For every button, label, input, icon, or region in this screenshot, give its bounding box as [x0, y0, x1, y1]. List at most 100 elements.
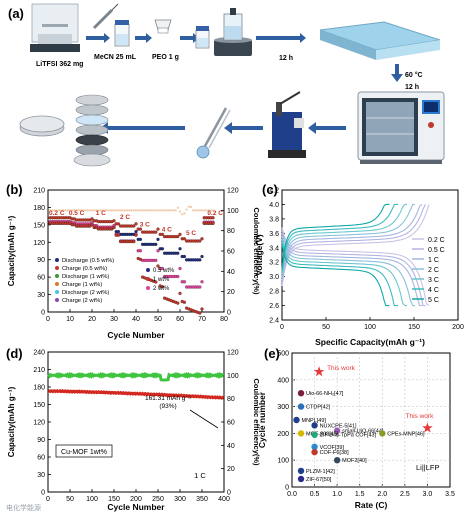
ce-point-b — [117, 209, 120, 212]
y-tick-label-c: 2.4 — [269, 318, 279, 325]
data-e: This work This work Uio-66-NH₂[47] CTDP[42]… — [292, 353, 450, 487]
capacity-point-b — [154, 230, 158, 234]
watermark: 电化学能源 — [6, 503, 41, 512]
box-label-d: Cu-MOF 1wt% — [61, 449, 107, 456]
y2-tick-label-b: 120 — [227, 188, 239, 195]
capacity-point-b — [156, 237, 160, 241]
x-tick-label-b: 20 — [88, 316, 96, 323]
y-tick-label-c: 2.8 — [269, 289, 279, 296]
ce-point-b — [99, 209, 102, 212]
ce-point-b — [119, 209, 122, 212]
ce-point-b — [108, 209, 111, 212]
ce-point-b — [172, 209, 175, 212]
capacity-point-b — [132, 224, 136, 228]
ce-point-b — [176, 206, 179, 209]
panel-label-a: (a) — [8, 6, 24, 21]
star-marker-e — [313, 366, 325, 377]
y-tick-label-d: 90 — [37, 437, 45, 444]
ce-point-b — [145, 209, 149, 212]
ce-point-b — [62, 209, 65, 212]
rate-label-b: 0.2 C — [207, 210, 223, 217]
legend-label-b: Discharge (0.5 wt%) — [62, 258, 114, 264]
ce-point-b — [77, 209, 80, 212]
flow-arrows-row1 — [86, 33, 306, 43]
point-marker-e — [333, 427, 341, 434]
point-label-e: VCOF[39] — [320, 445, 345, 451]
legend-label-b2: 2 wt% — [153, 286, 170, 292]
x-tick-label-e: 0.0 — [287, 491, 297, 498]
vial-icon — [114, 20, 130, 47]
point-label-e: NUXCPE-5[41] — [320, 423, 357, 429]
ce-point-b — [152, 209, 155, 212]
rate-label-b: 3 C — [140, 222, 150, 229]
flow-arrow-down — [391, 64, 403, 82]
time2-label: 12 h — [405, 84, 419, 91]
legend-label-b: Charge (0.5 wt%) — [62, 266, 107, 272]
point-marker-e — [311, 443, 318, 450]
ce-point-b — [128, 209, 131, 212]
x-tick-label-d: 350 — [196, 496, 208, 503]
legend-label-b: Charge (2 wt%) — [62, 298, 102, 304]
litfsi-label: LiTFSI 362 mg — [36, 61, 83, 68]
x-tick-label-c: 50 — [322, 324, 330, 331]
xlabel-b: Cycle Number — [107, 330, 165, 340]
ce-point-b — [95, 209, 98, 212]
ylabel-c: Voltage(V) — [254, 234, 264, 276]
panel-label-c: (c) — [262, 182, 278, 197]
y-tick-label-e: 400 — [277, 377, 289, 384]
capacity-point-b — [182, 280, 186, 284]
ce-point-b — [79, 209, 83, 212]
point-marker-e — [297, 475, 305, 483]
legend-label-b: Discharge (1 wt%) — [62, 274, 109, 280]
x-tick-label-b: 70 — [198, 316, 206, 323]
flow-arrows-row2 — [100, 122, 346, 134]
y-tick-label-c: 2.6 — [269, 303, 279, 310]
axes-e: 0.0 0.5 1.0 1.5 2.0 2.5 3.0 3.5 0 100 200 300 400 500 — [277, 351, 455, 499]
ce-point-b — [203, 209, 206, 212]
data-c: 0.2 C 0.5 C 1 C 2 C 3 C 4 C 5 C — [281, 203, 445, 307]
charge-curve-c — [281, 203, 407, 275]
xlabel-e: Rate (C) — [355, 500, 388, 510]
ylabel-e: Cycle number — [257, 391, 267, 448]
ce-series-d — [47, 371, 225, 382]
legend-marker-b — [55, 266, 59, 270]
panel-label-d: (d) — [6, 346, 23, 361]
ce-point-b — [115, 209, 118, 212]
syringe-icon — [92, 3, 119, 30]
y-tick-label-d: 0 — [41, 490, 45, 497]
point-marker-e — [297, 467, 305, 475]
ce-point-b — [189, 205, 193, 209]
ce-point-b — [97, 209, 100, 212]
ce-point-b — [178, 210, 182, 213]
point-marker-e — [297, 430, 305, 437]
y-tick-label-d: 30 — [37, 472, 45, 479]
rate-label-b: 0.2 C — [49, 210, 65, 217]
y-tick-label-e: 300 — [277, 404, 289, 411]
discharge-curve-c — [281, 227, 430, 307]
legend-label-b2: 0.5 wt% — [153, 268, 175, 274]
press-icon — [268, 91, 306, 158]
y2-tick-label-d: 40 — [227, 443, 235, 450]
time1-label: 12 h — [279, 55, 293, 62]
capacity-point-b — [154, 258, 158, 263]
x-tick-label-e: 1.0 — [332, 491, 342, 498]
capacity-point-b — [154, 242, 158, 246]
capacity-point-b — [156, 227, 160, 231]
ylabel-b: Capacity(mAh g⁻¹) — [7, 215, 16, 286]
x-tick-label-d: 250 — [152, 496, 164, 503]
point-label-e: CPEs-MNP[46] — [387, 431, 425, 437]
legend-label-b: Charge (1 wt%) — [62, 282, 102, 288]
point-label-e: MOF2[40] — [342, 458, 367, 464]
temp-label: 60 °C — [405, 71, 423, 79]
capacity-point-b — [90, 223, 94, 227]
x-tick-label-e: 2.5 — [400, 491, 410, 498]
discharge-curve-c — [281, 233, 422, 307]
point-label-e: CTDP[42] — [306, 405, 331, 411]
point-marker-e — [311, 422, 318, 429]
y2-tick-label-d: 0 — [227, 490, 231, 497]
capacity-point-b — [132, 239, 136, 244]
ce-point-b — [68, 209, 72, 212]
axes-d: 0 50 100 150 200 250 300 350 4000306090120150180… — [33, 350, 238, 504]
tweezers-icon — [196, 107, 231, 159]
balance-icon — [30, 3, 80, 52]
